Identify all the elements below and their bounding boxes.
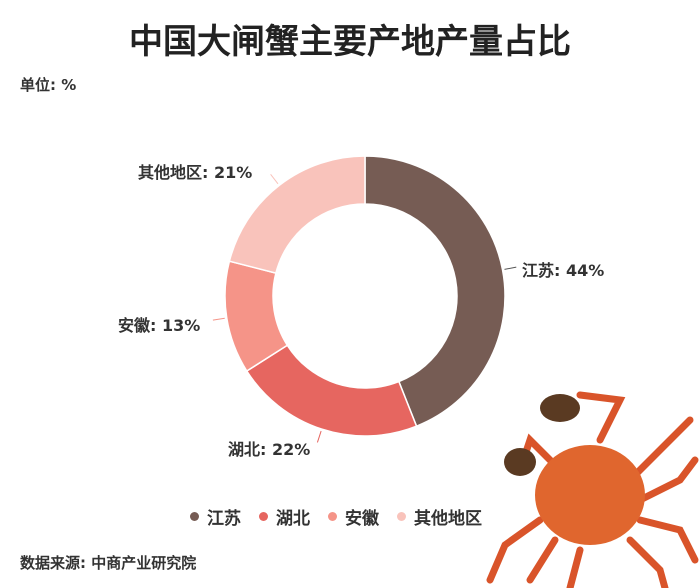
legend: 江苏 湖北 安徽 其他地区 [190, 504, 482, 529]
leader-line-anhui [212, 317, 225, 321]
legend-item-hubei[interactable]: 湖北 [259, 504, 310, 529]
legend-item-anhui[interactable]: 安徽 [328, 504, 379, 529]
donut-slice-jiangsu[interactable] [364, 155, 506, 428]
legend-label: 江苏 [207, 509, 241, 529]
leader-line-jiangsu [504, 266, 517, 270]
legend-item-jiangsu[interactable]: 江苏 [190, 504, 241, 529]
unit-label: 单位: % [20, 76, 77, 94]
source-note: 数据来源: 中商产业研究院 [20, 554, 197, 572]
crab-body [535, 445, 645, 545]
chart-title: 中国大闸蟹主要产地产量占比 [129, 22, 571, 62]
leader-line-hubei [316, 430, 322, 443]
legend-item-other[interactable]: 其他地区 [397, 504, 482, 529]
donut-slice-other[interactable] [228, 155, 366, 275]
data-label-other: 其他地区: 21% [138, 163, 253, 182]
legend-label: 湖北 [276, 509, 310, 529]
leader-line-other [270, 174, 279, 185]
data-label-jiangsu: 江苏: 44% [522, 261, 605, 280]
legend-swatch [328, 512, 337, 521]
legend-label: 安徽 [345, 509, 379, 529]
data-label-hubei: 湖北: 22% [228, 440, 311, 459]
data-label-anhui: 安徽: 13% [118, 316, 201, 335]
legend-swatch [190, 512, 199, 521]
legend-swatch [259, 512, 268, 521]
legend-label: 其他地区 [414, 509, 482, 529]
legend-swatch [397, 512, 406, 521]
